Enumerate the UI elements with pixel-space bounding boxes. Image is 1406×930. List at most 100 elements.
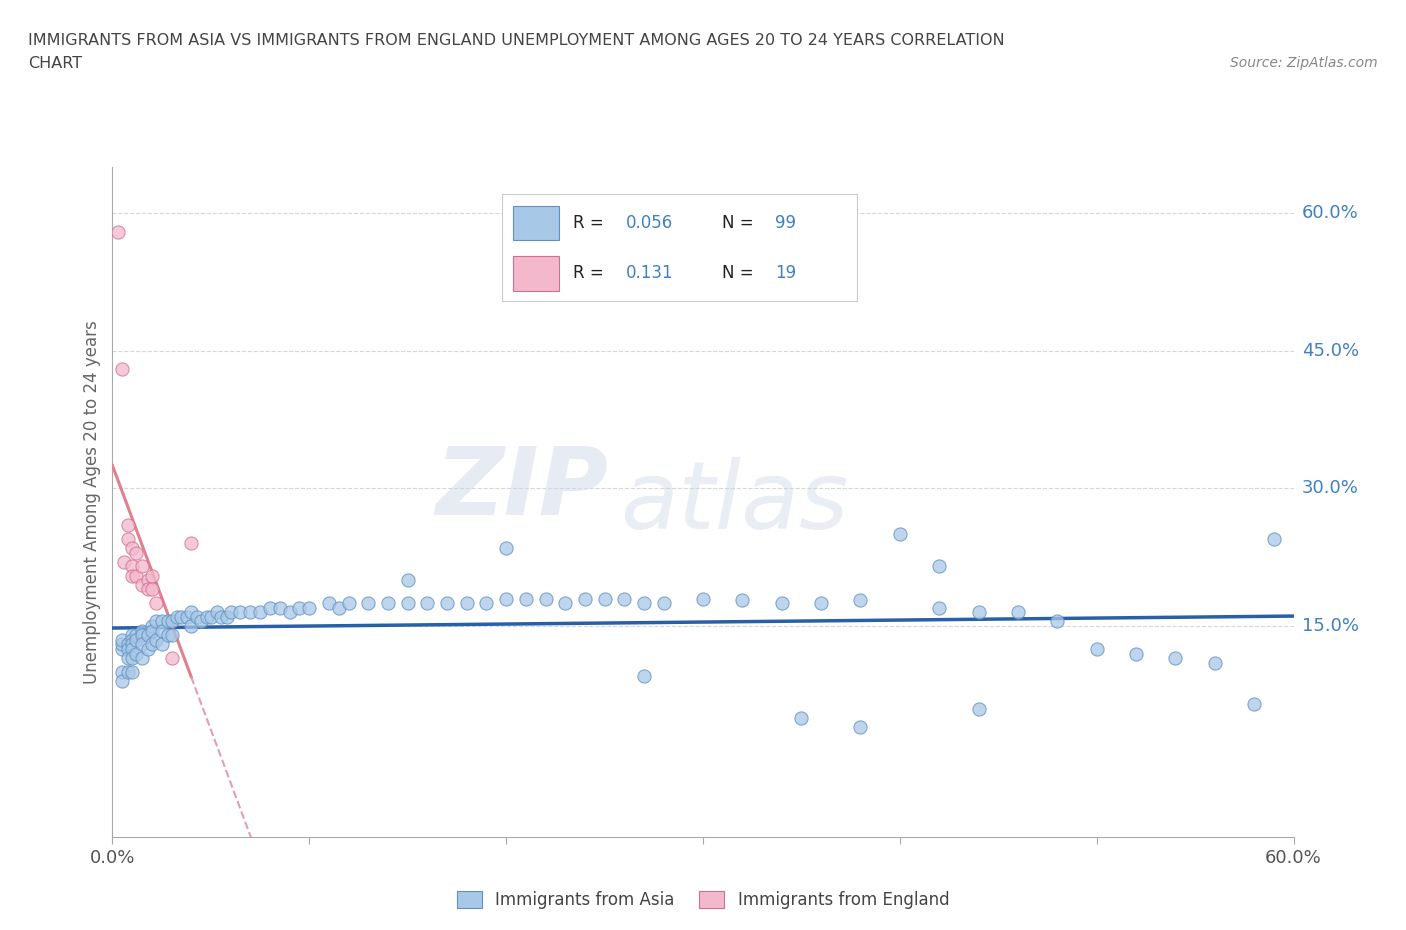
Point [150, 614, 173, 629]
Point [180, 604, 202, 619]
Point [219, 604, 242, 619]
Point [613, 591, 636, 606]
Point [692, 591, 714, 606]
Point [495, 591, 517, 606]
Point [633, 669, 655, 684]
Point [534, 591, 557, 606]
Point [889, 527, 911, 542]
Point [967, 604, 990, 619]
Point [396, 573, 419, 588]
Point [810, 595, 832, 610]
Point [288, 600, 311, 615]
Point [136, 642, 159, 657]
Point [574, 591, 596, 606]
Point [239, 604, 262, 619]
Point [111, 642, 134, 657]
Point [121, 664, 143, 679]
Point [166, 609, 188, 624]
Point [150, 637, 173, 652]
Point [215, 609, 238, 624]
Point [121, 632, 143, 647]
Text: ZIP: ZIP [436, 443, 609, 535]
Point [117, 531, 139, 546]
Point [117, 664, 139, 679]
Point [125, 646, 148, 661]
Point [121, 559, 143, 574]
Point [121, 568, 143, 583]
Point [131, 623, 153, 638]
Text: 45.0%: 45.0% [1302, 342, 1360, 360]
Point [180, 536, 202, 551]
Point [131, 628, 153, 643]
Point [195, 609, 218, 624]
Point [136, 573, 159, 588]
Point [928, 559, 950, 574]
Point [141, 582, 163, 597]
Y-axis label: Unemployment Among Ages 20 to 24 years: Unemployment Among Ages 20 to 24 years [83, 320, 101, 684]
Point [186, 609, 208, 624]
Point [112, 554, 135, 569]
Point [209, 609, 232, 624]
Point [180, 618, 202, 633]
Point [1085, 642, 1108, 657]
Point [111, 632, 134, 647]
Point [269, 600, 291, 615]
Point [176, 609, 198, 624]
Point [145, 632, 167, 647]
Point [249, 604, 271, 619]
Point [357, 595, 380, 610]
Point [1243, 697, 1265, 711]
Point [1164, 651, 1187, 666]
Point [117, 637, 139, 652]
Point [278, 604, 301, 619]
Point [190, 614, 212, 629]
Point [111, 673, 134, 688]
Point [436, 595, 458, 610]
Point [1125, 646, 1147, 661]
Point [121, 642, 143, 657]
Point [111, 664, 134, 679]
Point [205, 604, 228, 619]
Point [1204, 656, 1226, 671]
Point [200, 609, 222, 624]
Point [156, 628, 179, 643]
Point [136, 628, 159, 643]
Point [259, 600, 281, 615]
Point [136, 582, 159, 597]
Text: atlas: atlas [620, 457, 849, 548]
Point [633, 595, 655, 610]
Point [141, 623, 163, 638]
Point [121, 628, 143, 643]
Point [298, 600, 321, 615]
Point [456, 595, 478, 610]
Point [117, 518, 139, 533]
Point [770, 595, 793, 610]
Point [150, 623, 173, 638]
Point [121, 637, 143, 652]
Point [790, 711, 813, 725]
Point [160, 651, 183, 666]
Point [328, 600, 350, 615]
Point [928, 600, 950, 615]
Point [416, 595, 439, 610]
Point [141, 637, 163, 652]
Point [170, 609, 193, 624]
Point [160, 614, 183, 629]
Point [145, 614, 167, 629]
Point [396, 595, 419, 610]
Point [125, 545, 148, 560]
Point [107, 224, 129, 239]
Point [731, 593, 754, 608]
Point [111, 637, 134, 652]
Text: 30.0%: 30.0% [1302, 480, 1358, 498]
Point [495, 540, 517, 555]
Point [318, 595, 340, 610]
Point [121, 651, 143, 666]
Point [652, 595, 675, 610]
Text: 60.0%: 60.0% [1302, 205, 1358, 222]
Point [229, 604, 252, 619]
Point [1007, 604, 1029, 619]
Text: Source: ZipAtlas.com: Source: ZipAtlas.com [1230, 56, 1378, 70]
Point [121, 540, 143, 555]
Point [515, 591, 537, 606]
